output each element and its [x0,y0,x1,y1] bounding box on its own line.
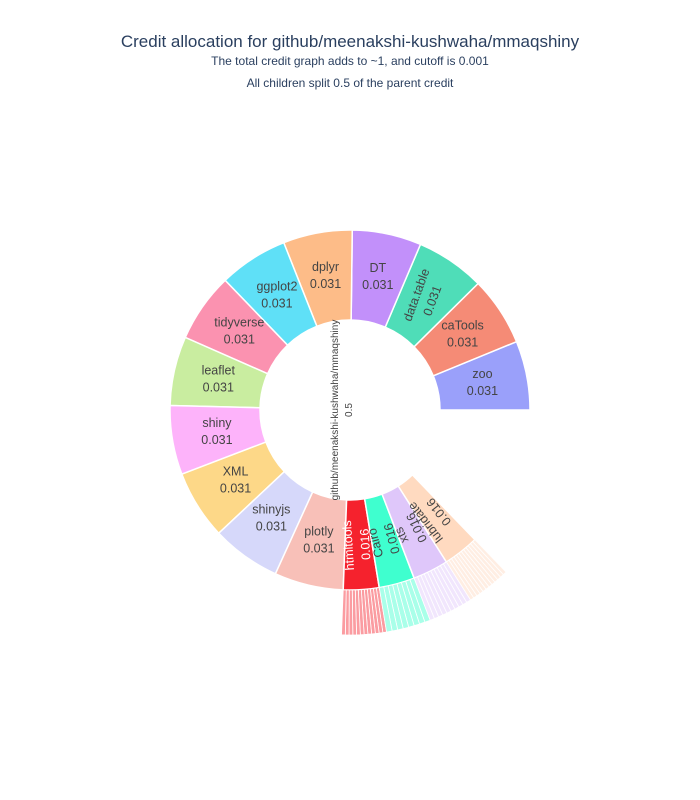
sunburst-slice-dplyr[interactable] [282,229,354,328]
root-value: 0.5 [344,403,355,417]
sunburst-label-xml: XML 0.031 [220,465,251,496]
slice-label-leaflet: leaflet [202,364,236,378]
slice-label-tidyverse: tidyverse [214,316,264,330]
sunburst-root: github/meenakshi-kushwaha/mmaqshiny 0.5 [330,320,355,501]
sunburst-label-dt: DT 0.031 [362,261,393,292]
sunburst-slice-catools[interactable] [412,282,518,377]
slice-label-dplyr: dplyr [312,260,339,274]
slice-label-htmltools: htmltools [340,520,357,571]
sunburst-slice-data-table[interactable] [384,243,480,348]
sunburst-slice-xml[interactable] [180,441,286,535]
slice-value-dt: 0.031 [362,278,393,292]
sunburst-slice-tidyverse[interactable] [184,279,289,375]
sunburst-slice-shiny[interactable] [169,404,267,476]
slice-label-dt: DT [369,261,386,275]
sunburst-subslice-xts[interactable] [413,576,435,621]
root-label-group: github/meenakshi-kushwaha/mmaqshiny 0.5 [330,320,355,501]
slice-label-plotly: plotly [304,524,334,538]
slice-value-catools: 0.031 [447,336,478,350]
sunburst-label-shinyjs: shinyjs 0.031 [252,503,290,534]
slice-label-ggplot2: ggplot2 [256,279,297,293]
sunburst-slice-shinyjs[interactable] [217,470,314,575]
sunburst-label-dplyr: dplyr 0.031 [310,260,341,291]
chart-subtitle-1: The total credit graph adds to ~1, and c… [211,54,489,68]
sunburst-subslice-lubridate[interactable] [445,559,475,601]
slice-value-plotly: 0.031 [303,541,334,555]
sunburst-ring-1 [169,229,531,591]
sunburst-label-htmltools: htmltools 0.016 [340,520,373,571]
chart-title: Credit allocation for github/meenakshi-k… [120,32,580,51]
slice-value-leaflet: 0.031 [203,381,234,395]
slice-label-xts: xts [392,525,412,546]
sunburst-label-shiny: shiny 0.031 [201,416,232,447]
slice-label-catools: caTools [441,319,483,333]
sunburst-ring-2 [341,539,507,636]
slice-value-shinyjs: 0.031 [256,520,287,534]
sunburst-slice-zoo[interactable] [432,340,531,411]
sunburst-slice-leaflet[interactable] [169,336,269,409]
slice-value-xml: 0.031 [220,482,251,496]
sunburst-slice-ggplot2[interactable] [224,241,318,347]
slice-value-zoo: 0.031 [467,384,498,398]
sunburst-subslice-cairo[interactable] [378,586,393,633]
slice-value-shiny: 0.031 [201,433,232,447]
slice-label-shinyjs: shinyjs [252,503,290,517]
sunburst-label-zoo: zoo 0.031 [467,367,498,398]
sunburst-label-ggplot2: ggplot2 0.031 [256,279,297,310]
slice-label-zoo: zoo [472,367,492,381]
sunburst-slice-plotly[interactable] [274,490,348,591]
sunburst-subslice-htmltools[interactable] [348,589,354,636]
sunburst-label-tidyverse: tidyverse 0.031 [214,316,264,347]
root-label: github/meenakshi-kushwaha/mmaqshiny [330,320,341,501]
sunburst-label-plotly: plotly 0.031 [303,524,334,555]
sunburst-label-leaflet: leaflet 0.031 [202,364,236,395]
chart-subtitle-2: All children split 0.5 of the parent cre… [246,76,454,90]
slice-value-htmltools: 0.016 [357,528,373,560]
slice-label-xml: XML [223,465,249,479]
slice-label-shiny: shiny [202,416,232,430]
sunburst-label-catools: caTools 0.031 [441,319,483,350]
slice-value-ggplot2: 0.031 [261,296,292,310]
sunburst-slice-dt[interactable] [350,229,422,329]
sunburst-subslice-htmltools[interactable] [341,589,347,636]
slice-value-tidyverse: 0.031 [224,333,255,347]
slice-value-dplyr: 0.031 [310,277,341,291]
